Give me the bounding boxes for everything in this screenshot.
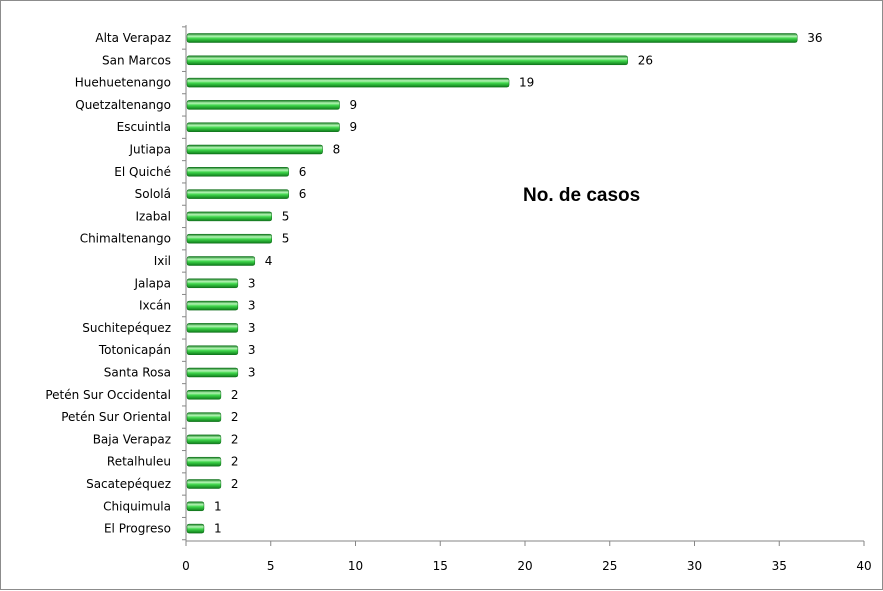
- category-label: El Progreso: [104, 522, 171, 536]
- value-label: 6: [299, 187, 307, 201]
- bar: [186, 33, 798, 43]
- category-label: Chiquimula: [103, 499, 171, 513]
- chart-axes: [182, 25, 865, 546]
- bar: [186, 77, 510, 88]
- value-label: 5: [282, 232, 290, 246]
- value-label: 2: [231, 432, 239, 446]
- x-tick-label: 15: [433, 559, 448, 573]
- bar: [186, 144, 323, 155]
- category-label: Baja Verapaz: [93, 432, 171, 446]
- category-label: Sololá: [135, 187, 171, 201]
- bar: [186, 55, 628, 66]
- category-label: Huehuetenango: [75, 76, 171, 90]
- category-label: Sacatepéquez: [86, 477, 171, 491]
- bar: [186, 278, 239, 289]
- category-label: Petén Sur Oriental: [61, 410, 171, 424]
- bar: [186, 523, 205, 534]
- value-label: 4: [265, 254, 273, 268]
- value-label: 5: [282, 209, 290, 223]
- bar: [186, 479, 222, 489]
- value-label: 9: [350, 120, 358, 134]
- value-label: 3: [248, 321, 256, 335]
- bar: [186, 390, 222, 400]
- bar: [186, 323, 239, 333]
- category-label: Chimaltenango: [80, 232, 171, 246]
- category-label: Retalhuleu: [107, 455, 171, 469]
- x-tick-label: 0: [182, 559, 190, 573]
- value-label: 36: [807, 31, 822, 45]
- value-label: 2: [231, 477, 239, 491]
- value-label: 3: [248, 366, 256, 380]
- x-tick-labels: 0 5 10 15 20 25 30 35 40: [182, 559, 871, 573]
- bar: [186, 345, 239, 355]
- value-label: 2: [231, 388, 239, 402]
- category-label: Ixil: [154, 254, 171, 268]
- category-label: Suchitepéquez: [82, 321, 171, 335]
- bar-series: [186, 33, 798, 534]
- value-label: 26: [638, 53, 653, 67]
- value-label: 19: [519, 76, 534, 90]
- value-label: 1: [214, 499, 222, 513]
- bar: [186, 434, 222, 445]
- x-tick-label: 25: [602, 559, 617, 573]
- value-label: 2: [231, 410, 239, 424]
- value-label: 8: [333, 143, 341, 157]
- bar: [186, 300, 239, 311]
- value-label: 2: [231, 455, 239, 469]
- category-label: Petén Sur Occidental: [45, 388, 171, 402]
- category-label: Totonicapán: [98, 343, 171, 357]
- value-label: 1: [214, 522, 222, 536]
- category-label: Santa Rosa: [104, 366, 171, 380]
- category-label: Alta Verapaz: [95, 31, 171, 45]
- category-label: Jalapa: [133, 276, 171, 290]
- bar: [186, 100, 340, 110]
- bar: [186, 233, 272, 244]
- x-tick-label: 20: [517, 559, 532, 573]
- category-label: Izabal: [136, 209, 172, 223]
- value-label: 3: [248, 276, 256, 290]
- category-label: Jutiapa: [128, 143, 171, 157]
- bar: [186, 122, 340, 132]
- value-label: 3: [248, 343, 256, 357]
- x-tick-label: 40: [856, 559, 871, 573]
- bar: [186, 211, 272, 222]
- bar: [186, 412, 222, 422]
- category-label: Ixcán: [139, 299, 171, 313]
- x-tick-label: 35: [772, 559, 787, 573]
- category-labels: Alta Verapaz San Marcos Huehuetenango Quetz…: [45, 31, 171, 536]
- category-label: San Marcos: [102, 53, 171, 67]
- value-label: 6: [299, 165, 307, 179]
- category-label: El Quiché: [114, 165, 171, 179]
- bar: [186, 189, 289, 199]
- bar: [186, 256, 256, 266]
- bar: [186, 367, 239, 378]
- bar: [186, 501, 205, 512]
- value-label: 9: [350, 98, 358, 112]
- x-tick-label: 5: [267, 559, 275, 573]
- bar: [186, 456, 222, 467]
- category-label: Quetzaltenango: [75, 98, 171, 112]
- value-label: 3: [248, 299, 256, 313]
- chart-title: No. de casos: [523, 185, 640, 206]
- x-tick-label: 30: [687, 559, 702, 573]
- bar: [186, 167, 289, 177]
- category-label: Escuintla: [117, 120, 171, 134]
- x-tick-label: 10: [348, 559, 363, 573]
